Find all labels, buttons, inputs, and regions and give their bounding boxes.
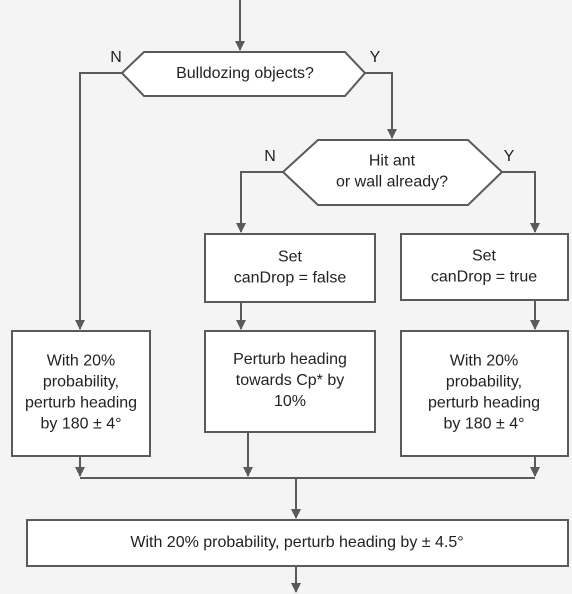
node-label: canDrop = true [431, 269, 537, 286]
node-label: Perturb heading [233, 351, 347, 368]
edge-label: N [264, 148, 276, 165]
node-label: Set [472, 248, 497, 265]
node-label: Set [278, 249, 303, 266]
node-label: 10% [274, 393, 306, 410]
decision [281, 139, 504, 206]
node-label: probability, [43, 374, 119, 391]
process-box [400, 330, 569, 457]
process-box [11, 330, 151, 457]
edge-label: Y [504, 148, 515, 165]
node-label: With 20% [47, 353, 115, 370]
node-label: towards Cp* by [236, 372, 345, 389]
decision [120, 51, 367, 97]
node-label: or wall already? [336, 174, 448, 191]
node-label: by 180 ± 4° [40, 416, 121, 433]
node-label: Bulldozing objects? [176, 65, 314, 82]
node-label: perturb heading [428, 395, 540, 412]
process-box [400, 233, 569, 301]
connectors [75, 0, 540, 593]
node-label: perturb heading [25, 395, 137, 412]
node-label: Hit ant [369, 153, 416, 170]
edge-label: Y [370, 49, 381, 66]
node-label: by 180 ± 4° [443, 416, 524, 433]
node-label: With 20% probability, perturb heading by… [130, 534, 463, 551]
edge-label: N [110, 49, 122, 66]
process-box [26, 519, 569, 567]
process-box [204, 233, 376, 303]
process-box [204, 330, 376, 433]
node-label: canDrop = false [234, 270, 347, 287]
node-label: probability, [446, 374, 522, 391]
node-label: With 20% [450, 353, 518, 370]
